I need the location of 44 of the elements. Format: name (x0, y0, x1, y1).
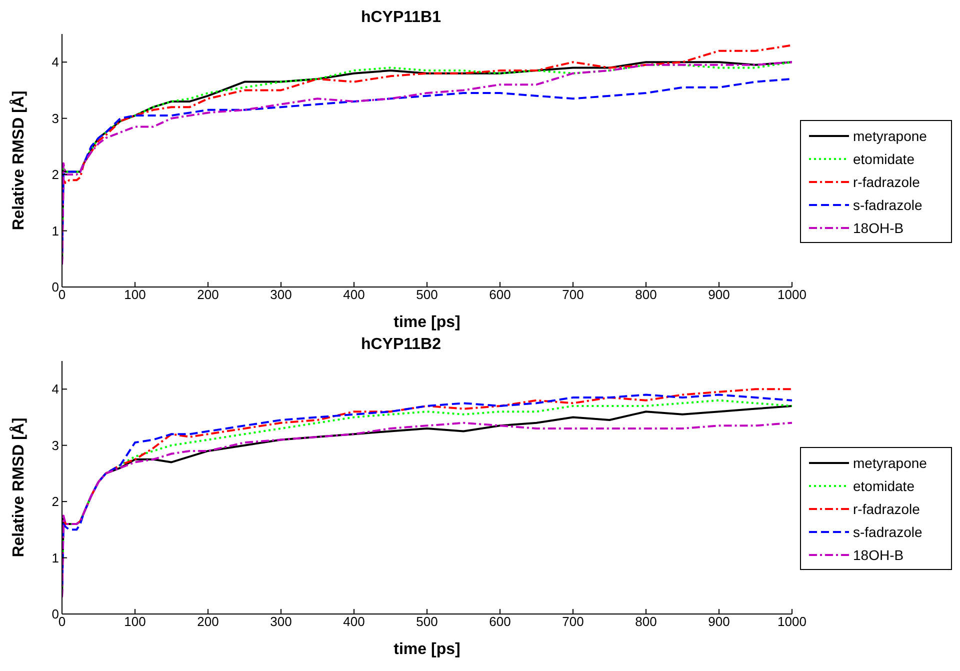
x-tick-label: 100 (124, 614, 146, 630)
x-tick-label: 800 (635, 287, 657, 302)
y-axis-title: Relative RMSD [Å] (8, 418, 28, 558)
y-axis-title: Relative RMSD [Å] (8, 90, 28, 230)
x-tick-label: 900 (708, 614, 730, 630)
y-tick-label: 1 (52, 223, 59, 238)
x-tick-label: 700 (562, 287, 584, 302)
legend-label: r-fadrazole (853, 500, 920, 516)
x-tick-label: 900 (708, 287, 730, 302)
y-tick-label: 2 (52, 167, 59, 182)
legend-label: s-fadrazole (853, 196, 922, 212)
x-tick-label: 300 (270, 287, 292, 302)
legend-label: r-fadrazole (853, 174, 920, 190)
y-tick-label: 2 (52, 494, 59, 510)
x-tick-label: 100 (124, 287, 146, 302)
y-tick-label: 1 (52, 550, 59, 566)
y-tick-label: 4 (52, 382, 59, 397)
x-tick-label: 200 (197, 287, 219, 302)
x-tick-label: 400 (343, 287, 365, 302)
x-tick-label: 600 (489, 614, 511, 630)
legend-label: metyrapone (853, 128, 927, 144)
legend-label: 18OH-B (853, 546, 904, 562)
x-tick-label: 800 (635, 614, 657, 630)
x-tick-label: 200 (197, 614, 219, 630)
x-tick-label: 1000 (778, 287, 806, 302)
x-axis-title: time [ps] (394, 314, 460, 331)
x-tick-label: 1000 (778, 614, 806, 630)
legend-label: s-fadrazole (853, 524, 922, 540)
y-tick-label: 3 (52, 110, 59, 126)
y-tick-label: 4 (52, 54, 59, 70)
y-tick-label: 3 (52, 438, 59, 453)
chart-title: hCYP11B2 (360, 335, 442, 355)
x-tick-label: 700 (562, 614, 584, 630)
x-axis-title: time [ps] (394, 641, 460, 658)
legend-label: 18OH-B (853, 220, 904, 236)
x-tick-label: 300 (270, 614, 292, 630)
x-tick-label: 500 (416, 287, 438, 302)
chart-title: hCYP11B1 (360, 8, 442, 28)
legend-label: etomidate (853, 478, 914, 494)
x-tick-label: 600 (489, 287, 511, 302)
x-tick-label: 500 (416, 614, 438, 630)
legend-label: etomidate (853, 150, 914, 166)
x-tick-label: 400 (343, 614, 365, 630)
legend-label: metyrapone (853, 454, 927, 470)
